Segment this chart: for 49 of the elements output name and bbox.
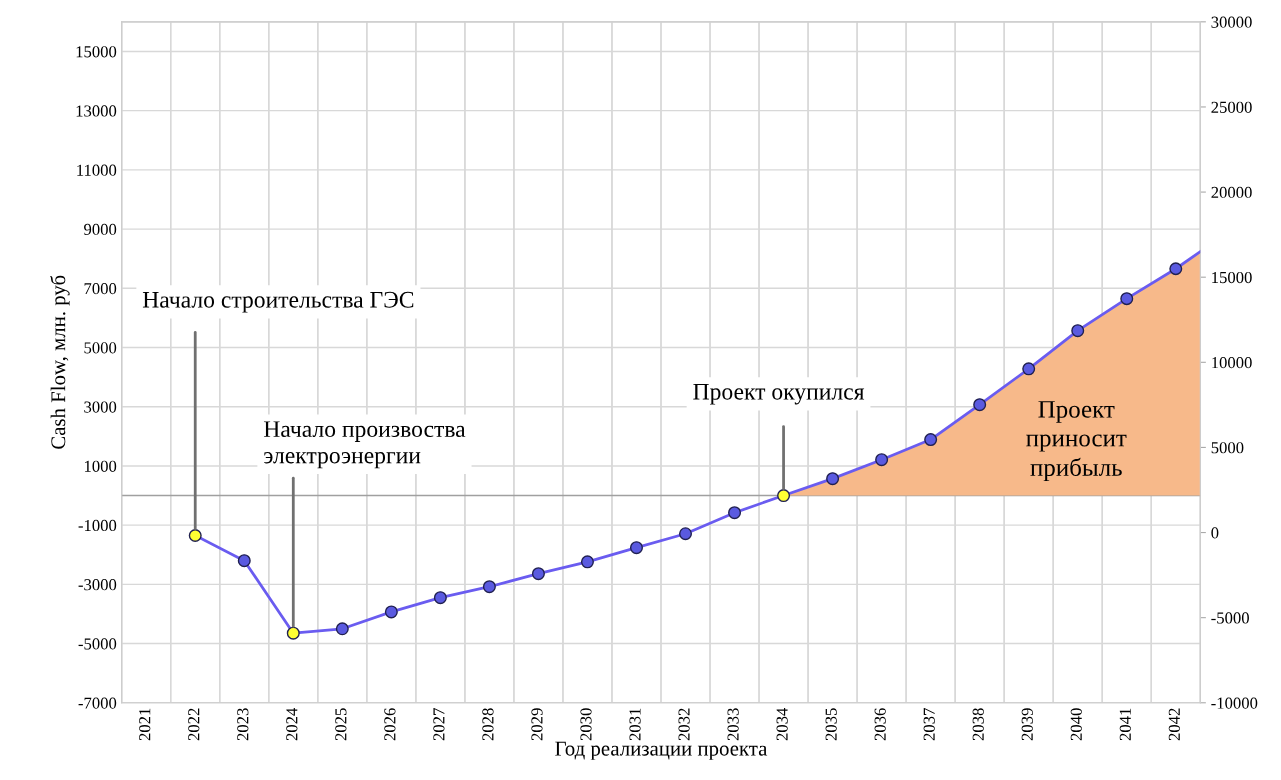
y2-tick-label: 20000 — [1211, 186, 1252, 199]
y2-tick-label: 0 — [1211, 527, 1219, 539]
y2-tick-label: 10000 — [1212, 357, 1252, 369]
x-tick-label: 2032 — [678, 708, 690, 741]
x-tick-label: 2040 — [1070, 708, 1082, 741]
y-tick-label: -1000 — [78, 519, 117, 532]
x-tick-label: 2037 — [923, 708, 935, 741]
x-tick-label: 2039 — [1021, 708, 1033, 741]
x-tick-label: 2031 — [629, 708, 641, 741]
y-tick-label: -7000 — [78, 697, 117, 709]
y-tick-label: 7000 — [84, 282, 117, 295]
annotation: Проект приносит прибыль — [1026, 401, 1127, 482]
annotation: Начало произвоства электроэнергии — [263, 421, 466, 469]
y-tick-label: 5000 — [84, 342, 117, 354]
y2-tick-label: 25000 — [1211, 101, 1252, 113]
x-tick-label: 2042 — [1168, 708, 1180, 741]
y2-tick-label: 30000 — [1211, 16, 1252, 28]
x-tick-label: 2028 — [482, 708, 494, 741]
x-tick-label: 2023 — [237, 708, 249, 741]
y-tick-label: 13000 — [76, 105, 117, 117]
x-tick-label: 2027 — [433, 708, 445, 741]
y-tick-label: 9000 — [84, 223, 117, 236]
y2-tick-label: -10000 — [1211, 697, 1258, 709]
y-tick-label: -3000 — [78, 579, 117, 591]
x-axis-title: Год реализации проекта — [555, 741, 768, 760]
x-tick-label: 2029 — [531, 708, 543, 741]
x-tick-label: 2021 — [139, 708, 151, 741]
x-tick-label: 2026 — [384, 708, 396, 741]
annotation: Проект окупился — [693, 383, 865, 405]
x-tick-label: 2025 — [335, 708, 347, 741]
y-axis-title: Cash Flow, млн. руб — [50, 275, 70, 449]
y2-tick-label: -5000 — [1211, 612, 1249, 624]
y2-tick-label: 15000 — [1212, 271, 1252, 284]
y-tick-label: 1000 — [84, 460, 117, 472]
y-tick-label: 11000 — [77, 164, 117, 176]
x-tick-label: 2035 — [825, 708, 837, 741]
x-tick-label: 2036 — [874, 708, 886, 741]
x-tick-label: 2041 — [1119, 708, 1131, 741]
annotation: Начало строительства ГЭС — [142, 291, 414, 313]
x-tick-label: 2022 — [188, 708, 200, 741]
y2-tick-label: 5000 — [1211, 442, 1244, 454]
y-tick-label: -5000 — [78, 638, 117, 650]
y-tick-label: 3000 — [84, 401, 117, 413]
x-tick-label: 2030 — [580, 708, 592, 741]
x-tick-label: 2033 — [727, 708, 739, 741]
y-tick-label: 15000 — [76, 46, 117, 58]
x-tick-label: 2034 — [776, 707, 788, 741]
x-tick-label: 2024 — [286, 707, 298, 741]
x-tick-label: 2038 — [972, 708, 984, 741]
